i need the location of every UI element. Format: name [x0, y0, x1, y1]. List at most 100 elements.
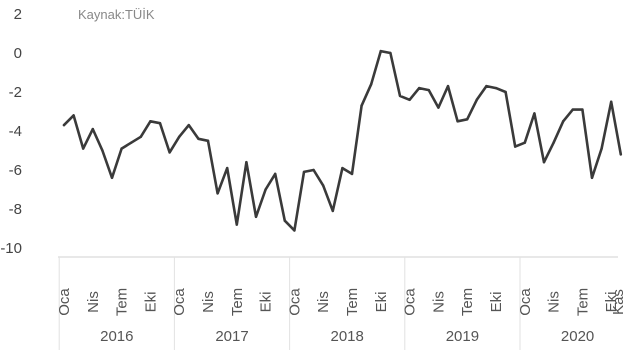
data-point	[82, 147, 85, 150]
x-tick-label: Tem	[574, 288, 591, 316]
data-point	[178, 135, 181, 139]
y-tick-label: -6	[9, 162, 22, 179]
data-point	[130, 141, 133, 144]
x-axis-month-ticks: Oca Nis Tem Eki Oca Nis Tem Eki Oca Nis Tem Eki Oca N…	[56, 288, 624, 317]
data-point	[322, 184, 325, 187]
data-point	[571, 108, 574, 111]
y-tick-label: -10	[0, 240, 22, 257]
data-point	[206, 139, 210, 142]
x-tick-label: Eki	[488, 292, 505, 313]
y-tick-label: 0	[14, 45, 22, 62]
data-point	[350, 172, 354, 176]
data-point	[187, 123, 190, 127]
x-axis-year-labels: 2016 2017 2018 2019 2020	[100, 328, 594, 345]
data-point	[446, 84, 450, 88]
data-point	[581, 108, 584, 111]
data-point	[398, 94, 402, 98]
year-label: 2017	[215, 328, 248, 345]
data-point	[158, 122, 162, 125]
data-point	[110, 176, 114, 179]
data-point	[590, 176, 594, 179]
data-point	[312, 168, 315, 172]
data-point	[226, 166, 229, 170]
x-tick-label: Eki	[603, 292, 620, 313]
data-point	[235, 223, 238, 226]
data-point	[293, 229, 296, 232]
data-point	[552, 141, 555, 144]
data-point	[619, 153, 622, 156]
y-tick-label: -2	[9, 84, 22, 101]
data-point	[379, 49, 382, 53]
data-point	[533, 112, 536, 115]
data-point	[139, 135, 142, 139]
data-point	[149, 120, 152, 123]
data-point	[427, 88, 430, 92]
year-label: 2020	[561, 328, 594, 345]
data-point	[245, 161, 248, 164]
data-point	[475, 98, 478, 102]
data-point	[466, 118, 469, 121]
x-tick-label: Nis	[85, 291, 102, 313]
x-tick-label: Oca	[286, 288, 303, 316]
data-point	[254, 215, 258, 218]
data-point	[370, 83, 373, 86]
data-point	[504, 90, 507, 94]
data-point	[341, 166, 344, 170]
data-point	[562, 120, 565, 123]
data-point	[72, 114, 75, 117]
data-point	[542, 161, 546, 164]
year-label: 2016	[100, 328, 133, 345]
data-point	[264, 188, 267, 191]
series-group	[62, 49, 623, 232]
y-tick-label: 2	[14, 6, 22, 23]
x-tick-label: Tem	[344, 288, 361, 316]
x-tick-label: Nis	[200, 291, 217, 313]
x-axis	[58, 256, 618, 350]
data-point	[360, 104, 363, 107]
data-point	[456, 120, 459, 123]
y-tick-label: -8	[9, 201, 22, 218]
x-tick-label: Oca	[402, 288, 419, 316]
data-point	[101, 149, 104, 152]
data-point	[197, 137, 200, 140]
series-line	[62, 49, 623, 232]
x-tick-label-last: Kas	[610, 289, 624, 315]
source-note: Kaynak:TÜİK	[78, 7, 155, 22]
x-tick-label: Oca	[517, 288, 534, 316]
x-tick-label: Eki	[142, 292, 159, 313]
x-tick-label: Oca	[56, 288, 73, 316]
data-point	[91, 127, 95, 131]
y-axis-ticks: 2 0 -2 -4 -6 -8 -10	[0, 6, 22, 257]
y-tick-label: -4	[9, 123, 22, 140]
data-point	[62, 123, 66, 127]
data-point	[389, 51, 392, 55]
x-tick-label: Tem	[459, 288, 476, 316]
data-point	[168, 151, 171, 154]
data-point	[120, 147, 123, 150]
data-point	[331, 209, 334, 213]
x-tick-label: Nis	[315, 291, 332, 313]
x-tick-label: Nis	[546, 291, 563, 313]
data-point	[437, 106, 440, 109]
x-tick-label: Tem	[229, 288, 246, 316]
data-point	[418, 86, 421, 90]
x-tick-label: Nis	[430, 291, 447, 313]
data-point	[302, 170, 306, 174]
data-point	[408, 98, 411, 102]
data-point	[523, 141, 526, 144]
data-point	[600, 147, 603, 150]
x-tick-label: Eki	[373, 292, 390, 313]
year-label: 2019	[446, 328, 479, 345]
data-point	[514, 145, 517, 148]
data-point	[216, 192, 219, 195]
data-point	[283, 219, 286, 222]
x-tick-label: Oca	[171, 288, 188, 316]
data-point	[610, 100, 613, 103]
x-tick-label: Tem	[114, 288, 131, 316]
year-label: 2018	[331, 328, 364, 345]
x-tick-label: Eki	[258, 292, 275, 313]
data-point	[485, 84, 488, 88]
data-point	[274, 172, 277, 176]
data-point	[494, 86, 498, 90]
